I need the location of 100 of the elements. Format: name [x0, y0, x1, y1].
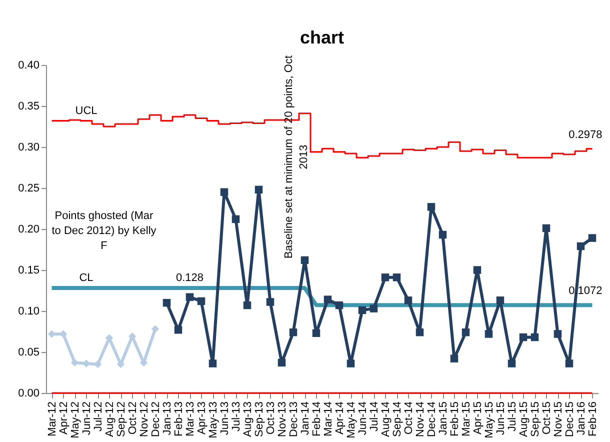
point [438, 230, 447, 239]
point [508, 360, 516, 368]
point [392, 274, 401, 282]
point [370, 304, 378, 312]
x-tick-label: Mar-13 [184, 402, 196, 436]
x-tick-label: Jul-14 [368, 402, 380, 432]
x-tick-label: Dec-12 [150, 402, 162, 437]
x-tick-label: Feb-15 [448, 402, 461, 436]
point [530, 333, 539, 342]
y-tick-label: 0.05 [18, 346, 40, 358]
y-tick-label: 0.10 [18, 306, 40, 318]
y-tick-label: 0.25 [18, 182, 40, 194]
x-tick-label: Sep-12 [115, 402, 128, 437]
x-tick-label: Jul-12 [92, 402, 104, 432]
point [450, 354, 458, 362]
x-tick-label: Oct-13 [264, 402, 277, 435]
point [565, 360, 574, 368]
point [576, 242, 585, 250]
x-tick-label: Aug-15 [518, 402, 530, 437]
annotation: Points ghosted (Mar to Dec 2012) by Kelly F [52, 210, 157, 252]
point [346, 360, 355, 368]
x-tick-label: Dec-14 [426, 402, 438, 437]
x-tick-label: Jul-13 [230, 402, 242, 432]
x-tick-label: May-14 [345, 402, 358, 438]
chart-title: chart [300, 28, 344, 48]
x-tick-label: Sep-14 [391, 402, 404, 437]
x-tick-label: Jun-12 [80, 402, 93, 436]
x-tick-label: Nov-15 [552, 402, 564, 437]
annotation: 0.128 [176, 272, 204, 284]
x-tick-label: May-15 [483, 402, 496, 438]
y-tick-label: 0.40 [18, 60, 40, 72]
x-tick-label: Feb-13 [172, 402, 185, 436]
point [473, 266, 482, 274]
x-tick-label: May-12 [69, 402, 82, 438]
x-tick-label: Feb-16 [586, 402, 599, 436]
point [243, 301, 252, 310]
x-tick-label: Apr-15 [472, 402, 484, 435]
point [358, 306, 366, 314]
series-label: UCL [75, 104, 98, 117]
x-tick-label: Jan-15 [437, 402, 450, 436]
x-tick-label: Apr-13 [196, 402, 208, 435]
point [496, 296, 504, 304]
x-tick-label: Nov-14 [414, 402, 426, 437]
x-tick-label: Feb-14 [310, 402, 323, 436]
point [324, 296, 332, 304]
point [462, 328, 470, 336]
point [278, 358, 286, 367]
point [300, 256, 309, 264]
x-tick-label: Jun-13 [218, 402, 231, 436]
point [289, 328, 298, 336]
x-tick-label: Aug-12 [104, 402, 116, 437]
point [588, 234, 596, 242]
point [416, 328, 424, 336]
x-tick-label: Nov-13 [276, 402, 288, 437]
x-tick-label: Jan-16 [575, 402, 588, 436]
y-tick-label: 0.35 [18, 100, 40, 112]
point [381, 274, 390, 282]
x-tick-label: Dec-13 [288, 402, 300, 437]
point [220, 188, 228, 196]
series-label: CL [79, 272, 94, 284]
point [197, 297, 206, 306]
point [174, 326, 182, 334]
x-tick-label: Mar-14 [322, 402, 334, 436]
x-tick-label: Apr-14 [334, 402, 346, 435]
x-tick-label: Dec-15 [564, 402, 576, 437]
y-tick-label: 0.15 [18, 264, 40, 276]
x-tick-label: Jan-13 [161, 402, 174, 436]
point [542, 224, 550, 232]
point [254, 186, 263, 194]
y-tick-label: 0.30 [18, 142, 40, 154]
x-tick-label: Jun-15 [494, 402, 507, 436]
x-tick-label: Jul-15 [506, 402, 518, 432]
point [186, 293, 194, 301]
x-tick-label: Oct-12 [126, 402, 139, 435]
x-tick-label: Oct-14 [402, 402, 415, 435]
point [484, 330, 493, 338]
x-tick-label: Mar-12 [46, 402, 58, 436]
point [404, 296, 412, 304]
point [162, 298, 171, 307]
point [232, 215, 240, 224]
point [519, 333, 528, 342]
x-tick-label: Nov-12 [138, 402, 150, 437]
point [266, 298, 274, 306]
point [151, 325, 160, 333]
x-tick-label: Jun-14 [356, 402, 369, 436]
x-tick-label: Mar-15 [460, 402, 472, 436]
x-tick-label: Aug-14 [380, 402, 392, 437]
annotation: Baseline set at minimum of 20 points, Oct 2013 [283, 56, 310, 258]
x-tick-label: Jan-14 [299, 402, 312, 436]
point [208, 360, 217, 368]
annotation: 0.2978 [568, 128, 602, 141]
point [335, 301, 344, 310]
x-tick-label: Apr-12 [58, 402, 70, 435]
y-tick-label: 0.20 [18, 224, 40, 236]
x-tick-label: Aug-13 [242, 402, 254, 437]
point [554, 330, 562, 338]
point [427, 202, 436, 211]
x-tick-label: Sep-13 [253, 402, 266, 437]
point [312, 329, 320, 338]
x-tick-label: Oct-15 [540, 402, 553, 435]
